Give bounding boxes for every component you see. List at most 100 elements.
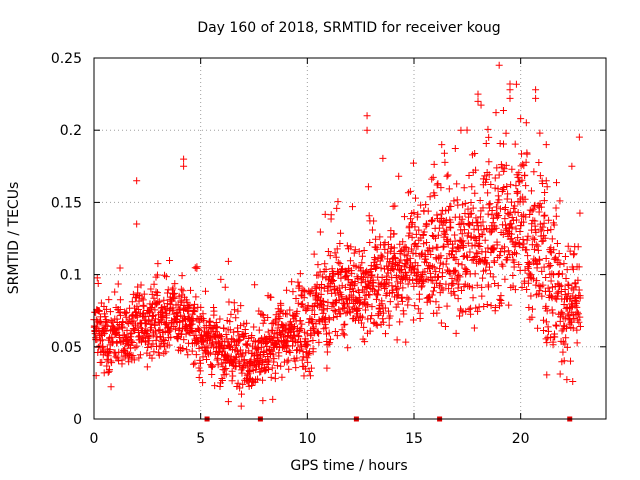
data-point (135, 354, 143, 362)
data-point (542, 177, 550, 185)
data-point (509, 271, 517, 279)
data-point (483, 300, 491, 308)
data-point (251, 281, 259, 289)
data-point (165, 341, 173, 349)
data-point (384, 249, 392, 257)
data-point (355, 248, 363, 256)
data-point (235, 358, 243, 366)
data-point (454, 260, 462, 268)
data-point (486, 200, 494, 208)
data-point (171, 325, 179, 333)
data-point (298, 356, 306, 364)
data-point (572, 293, 580, 301)
data-point (429, 287, 437, 295)
data-point (212, 328, 220, 336)
data-point (143, 327, 151, 335)
data-point (504, 190, 512, 198)
data-point (286, 306, 294, 314)
data-point (314, 261, 322, 269)
data-point (105, 347, 113, 355)
data-point (238, 369, 246, 377)
data-point (378, 273, 386, 281)
data-point (465, 172, 473, 180)
data-point (300, 286, 308, 294)
data-point (426, 297, 434, 305)
data-point (179, 287, 187, 295)
data-point (553, 239, 561, 247)
data-point (377, 264, 385, 272)
data-point (469, 204, 477, 212)
data-point (508, 213, 516, 221)
data-point (553, 289, 561, 297)
data-point (434, 180, 442, 188)
data-point (318, 281, 326, 289)
data-point (188, 320, 196, 328)
data-point (292, 294, 300, 302)
data-point (381, 330, 389, 338)
data-point (484, 125, 492, 133)
data-point (323, 364, 331, 372)
data-point (520, 218, 528, 226)
data-point (379, 318, 387, 326)
data-point (368, 271, 376, 279)
data-point (381, 245, 389, 253)
data-point (99, 342, 107, 350)
data-point (469, 294, 477, 302)
data-point (492, 203, 500, 211)
data-point (106, 346, 114, 354)
data-point (286, 348, 294, 356)
data-point (511, 243, 519, 251)
data-point (394, 278, 402, 286)
data-point (406, 229, 414, 237)
data-point (228, 367, 236, 375)
data-point (133, 177, 141, 185)
data-point (221, 345, 229, 353)
data-point (368, 303, 376, 311)
data-point (307, 288, 315, 296)
data-point (417, 201, 425, 209)
data-point (155, 351, 163, 359)
data-point (534, 290, 542, 298)
data-point (334, 198, 342, 206)
data-point (224, 257, 232, 265)
data-point (169, 284, 177, 292)
data-point (213, 324, 221, 332)
data-point (495, 171, 503, 179)
data-point (278, 373, 286, 381)
data-point (460, 184, 468, 192)
data-point (525, 304, 533, 312)
data-point (463, 232, 471, 240)
data-point (541, 234, 549, 242)
data-point (217, 333, 225, 341)
data-point (532, 86, 540, 94)
data-point (551, 333, 559, 341)
data-point (427, 250, 435, 258)
data-point (511, 202, 519, 210)
data-point (208, 371, 216, 379)
data-point (402, 244, 410, 252)
data-point (326, 339, 334, 347)
data-point (463, 252, 471, 260)
data-point (140, 333, 148, 341)
data-point (430, 283, 438, 291)
data-point (237, 322, 245, 330)
data-point (399, 284, 407, 292)
data-point (456, 273, 464, 281)
data-point (455, 280, 463, 288)
data-point (461, 210, 469, 217)
data-point (381, 304, 389, 312)
data-point (527, 292, 535, 300)
data-point (430, 233, 438, 241)
data-point (268, 364, 276, 372)
data-point (213, 356, 221, 364)
data-point (166, 256, 174, 264)
data-point (203, 355, 211, 363)
data-point (363, 267, 371, 275)
data-point (482, 254, 490, 262)
data-point (440, 242, 448, 250)
data-point (294, 299, 302, 307)
data-point (368, 226, 376, 234)
data-point (472, 304, 480, 312)
data-point (284, 356, 292, 364)
data-point (399, 238, 407, 246)
